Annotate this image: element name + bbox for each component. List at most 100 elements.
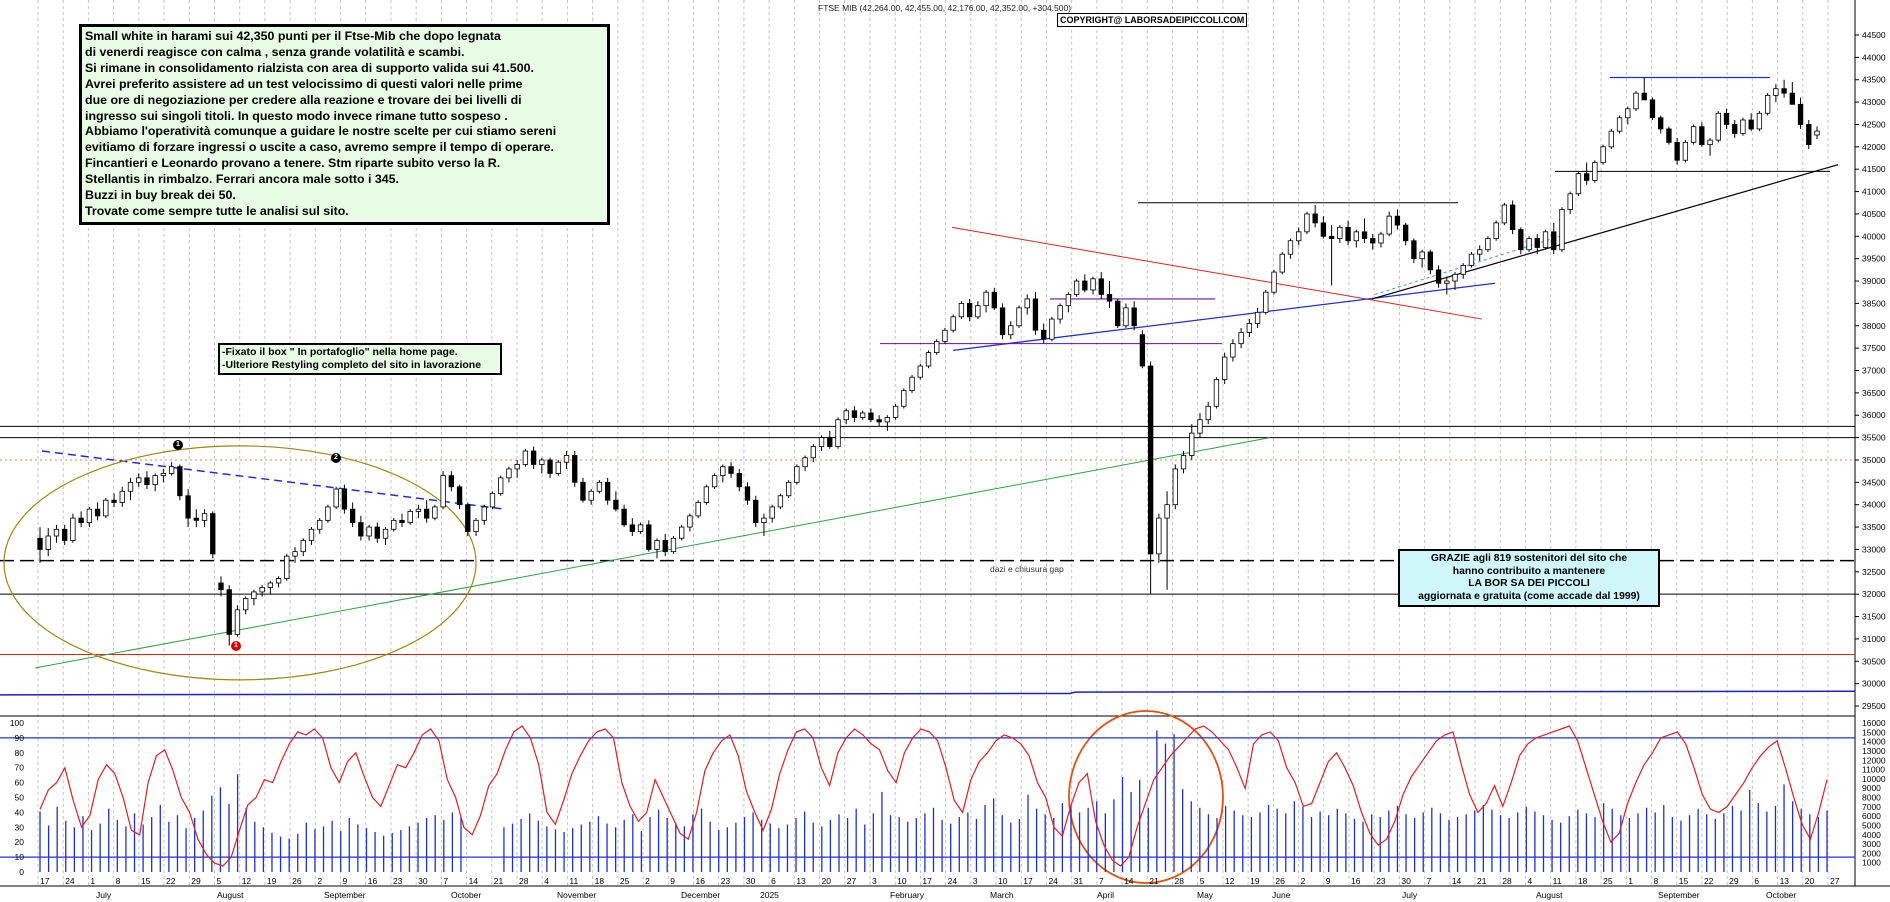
oscillator-line — [0, 725, 1855, 867]
candle-body — [1131, 307, 1137, 327]
candle-body — [843, 410, 849, 421]
candle-body — [152, 475, 158, 485]
date-tick-label: 23 — [1376, 876, 1386, 886]
candle-body — [728, 466, 734, 474]
date-tick-label: 7 — [1099, 876, 1104, 886]
candle-body — [78, 517, 84, 523]
month-label: February — [890, 890, 925, 900]
candle-body — [1715, 112, 1721, 141]
date-tick-label: 10 — [897, 876, 907, 886]
candle-body — [1230, 343, 1236, 358]
date-tick-label: 16 — [368, 876, 378, 886]
candle-body — [1789, 92, 1795, 105]
candle-body — [341, 488, 348, 510]
candle-body — [761, 517, 767, 523]
month-label: August — [1536, 890, 1563, 900]
candle-body — [1682, 141, 1689, 161]
month-label: September — [1658, 890, 1700, 900]
thanks-line: aggiornata e gratuita (come accade dal 1… — [1418, 590, 1640, 602]
date-tick-label: 4 — [544, 876, 549, 886]
candle-body — [530, 450, 537, 465]
marker-2: 2 — [331, 453, 341, 463]
price-tick-label: 41000 — [1862, 187, 1886, 197]
notice-line: -Ulteriore Restyling completo del sito i… — [222, 359, 482, 371]
candle-body — [1748, 119, 1754, 130]
price-tick-label: 29500 — [1862, 701, 1886, 711]
volume-tick-label: 7000 — [1862, 802, 1881, 812]
date-tick-label: 17 — [1023, 876, 1033, 886]
date-tick-label: 10 — [998, 876, 1008, 886]
candle-body — [769, 506, 775, 519]
candle-body — [646, 524, 652, 550]
date-tick-label: 24 — [65, 876, 75, 886]
candle-body — [580, 481, 586, 501]
candle-body — [1468, 253, 1475, 266]
candle-body — [1411, 240, 1417, 260]
candle-body — [382, 528, 389, 539]
candle-body — [1501, 204, 1508, 224]
candle-body — [473, 519, 479, 532]
volume-tick-label: 11000 — [1862, 765, 1885, 775]
candle-body — [1592, 162, 1598, 181]
candle-body — [234, 609, 241, 635]
candle-body — [1781, 88, 1787, 94]
notice-line: -Fixato il box " In portafoglio" nella h… — [222, 346, 458, 358]
red-trendline — [951, 226, 1483, 320]
month-label: November — [557, 890, 596, 900]
candle-body — [226, 589, 232, 635]
candle-body — [1625, 108, 1631, 119]
candle-body — [703, 486, 710, 503]
candle-body — [1419, 251, 1425, 260]
candle-body — [1518, 229, 1524, 251]
candle-body — [448, 475, 455, 488]
candle-body — [687, 515, 693, 528]
candle-body — [522, 450, 529, 465]
date-tick-label: 22 — [166, 876, 176, 886]
date-tick-label: 12 — [242, 876, 252, 886]
candle-body — [860, 412, 866, 418]
candle-body — [119, 490, 125, 503]
candle-body — [670, 537, 677, 553]
price-tick-label: 30500 — [1862, 656, 1886, 666]
candle-body — [1246, 323, 1253, 333]
price-tick-label: 42000 — [1862, 142, 1886, 152]
oscillator-tick-label: 20 — [15, 837, 25, 847]
candle-body — [53, 528, 60, 537]
candle-body — [785, 481, 792, 497]
candle-body — [892, 405, 899, 418]
candle-body — [391, 519, 397, 530]
date-tick-label: 12 — [1225, 876, 1235, 886]
candle-body — [127, 481, 134, 492]
candle-body — [1509, 204, 1516, 230]
date-tick-label: 29 — [191, 876, 201, 886]
month-label: December — [681, 890, 720, 900]
oscillator-tick-label: 30 — [15, 822, 25, 832]
date-tick-label: 8 — [1654, 876, 1659, 886]
month-label: April — [1097, 890, 1114, 900]
candle-body — [711, 475, 718, 488]
candle-body — [835, 419, 841, 447]
support-baseline — [0, 690, 1856, 696]
candle-body — [1559, 209, 1565, 251]
dotted-trendline — [1374, 235, 1561, 295]
candle-body — [1370, 238, 1376, 244]
price-tick-label: 33000 — [1862, 544, 1886, 554]
candle-body — [1345, 226, 1351, 242]
date-tick-label: 6 — [771, 876, 776, 886]
candle-body — [925, 352, 932, 367]
volume-bars — [39, 730, 1828, 872]
candle-body — [1707, 139, 1713, 145]
candle-body — [1008, 325, 1014, 336]
date-tick-label: 23 — [721, 876, 731, 886]
commentary-line: Small white in harami sui 42,350 punti p… — [85, 29, 501, 43]
candle-body — [1616, 117, 1623, 132]
candle-body — [975, 305, 981, 318]
date-tick-label: 29 — [1729, 876, 1739, 886]
candle-body — [1296, 231, 1302, 242]
candle-body — [662, 540, 668, 553]
price-tick-label: 37500 — [1862, 343, 1886, 353]
oscillator-tick-label: 50 — [15, 793, 25, 803]
candle-body — [358, 522, 364, 537]
candle-body — [1427, 251, 1434, 271]
oscillator-tick-label: 70 — [15, 763, 25, 773]
